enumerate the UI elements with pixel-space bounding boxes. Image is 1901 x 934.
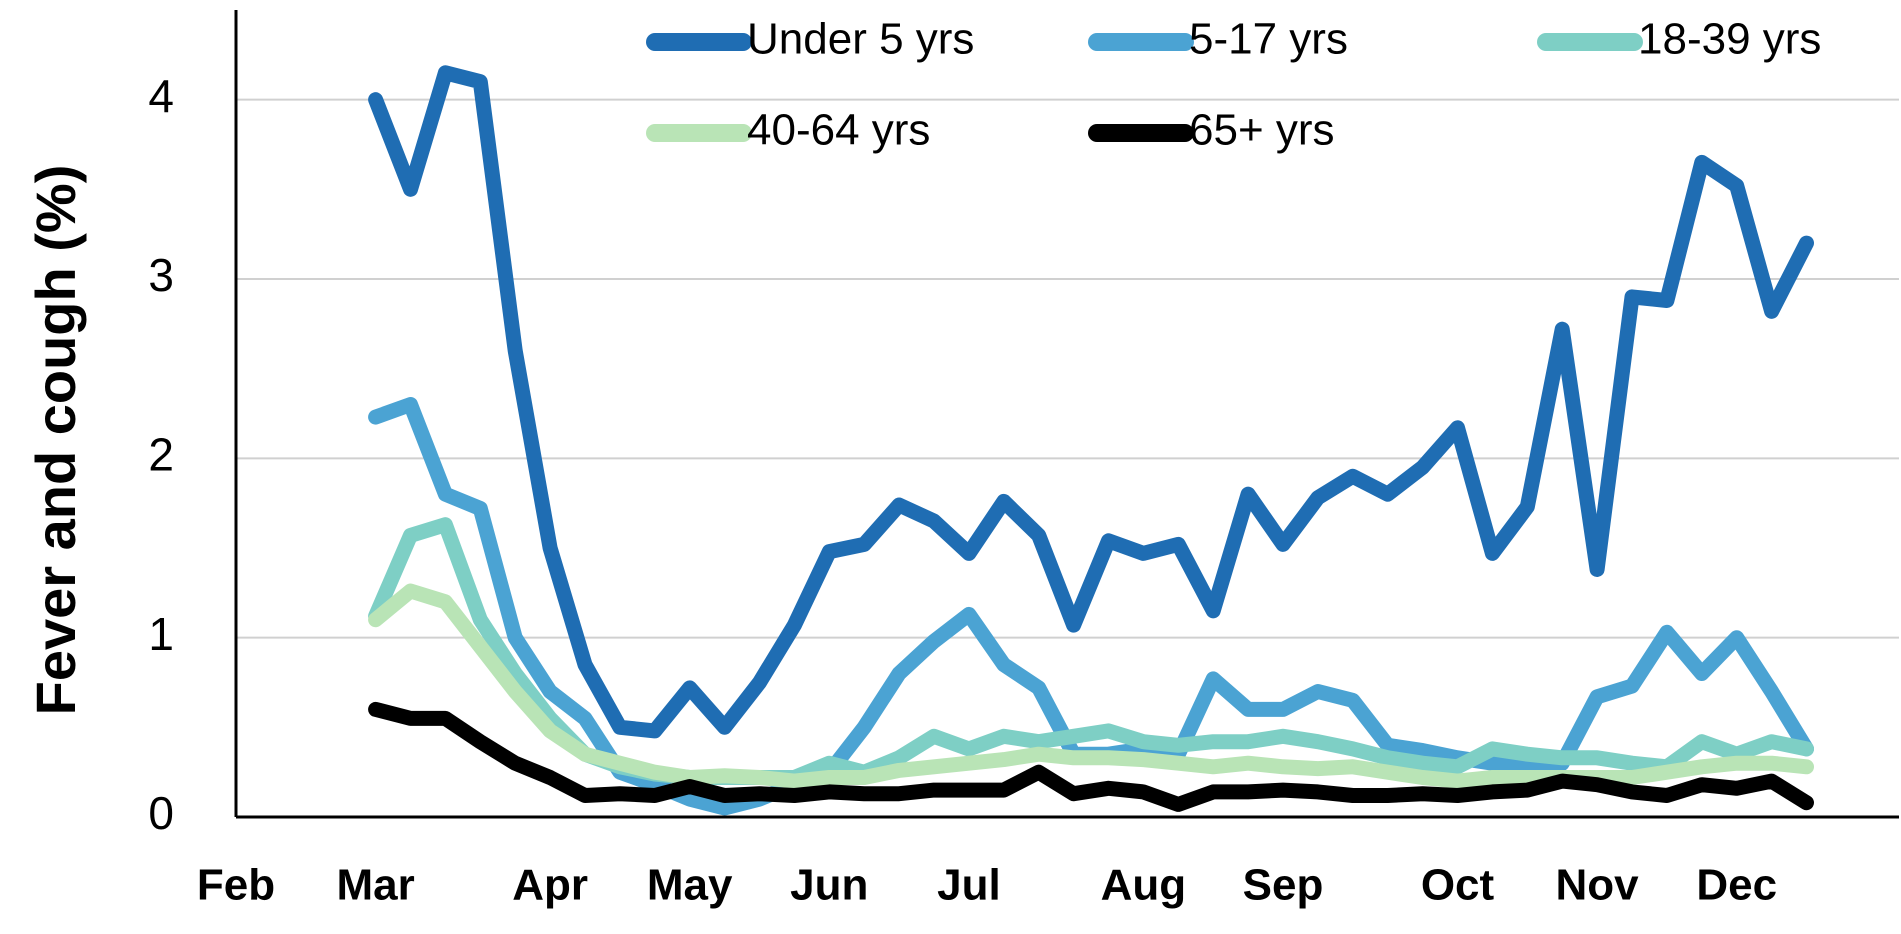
series-line	[368, 397, 1814, 816]
x-tick-label: Sep	[1243, 861, 1324, 910]
x-tick-label: Apr	[512, 861, 588, 910]
x-tick-label: Aug	[1101, 861, 1187, 910]
legend-label: 18-39 yrs	[1638, 15, 1821, 64]
x-tick-label: Feb	[197, 861, 275, 910]
y-tick-label: 4	[148, 70, 174, 122]
x-tick-label: Mar	[336, 861, 414, 910]
y-tick-label: 2	[148, 428, 174, 480]
y-tick-label: 3	[148, 249, 174, 301]
legend-label: 5-17 yrs	[1189, 15, 1348, 64]
y-tick-label: 0	[148, 787, 174, 839]
legend-label: 40-64 yrs	[747, 106, 930, 155]
x-tick-label: Jun	[790, 861, 868, 910]
legend-label: 65+ yrs	[1189, 106, 1335, 155]
x-tick-label: Jul	[937, 861, 1001, 910]
series-line	[368, 701, 1814, 812]
series-line	[368, 65, 1814, 739]
x-tick-label: Oct	[1421, 861, 1495, 910]
x-tick-label: May	[647, 861, 733, 910]
y-axis-label: Fever and cough (%)	[24, 165, 87, 716]
x-tick-label: Dec	[1696, 861, 1777, 910]
legend-label: Under 5 yrs	[747, 15, 974, 64]
x-tick-label: Nov	[1556, 861, 1640, 910]
y-tick-label: 1	[148, 608, 174, 660]
